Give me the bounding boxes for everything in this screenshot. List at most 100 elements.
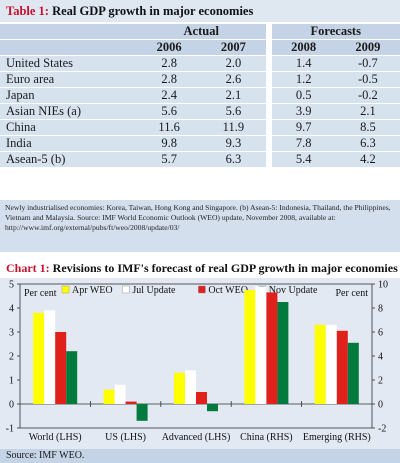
- right-tick-label: 4: [378, 352, 383, 363]
- bar: [174, 372, 185, 404]
- cell-value: 11.9: [201, 119, 266, 136]
- cell-value: 7.8: [271, 135, 336, 152]
- cell-value: 4.2: [335, 151, 400, 168]
- year-header: 2007: [201, 39, 266, 56]
- chart-source: Source: IMF WEO.: [0, 449, 400, 463]
- bar: [55, 332, 67, 404]
- right-tick-label: -2: [378, 424, 386, 435]
- left-tick-label: 3: [9, 328, 14, 339]
- row-label: Japan: [0, 87, 137, 104]
- chart-area: 5 4 3 2 1 0 -1 10 8 6 4 2 0 -2 Per cent Per cent Apr WEO…: [0, 278, 400, 453]
- bar: [125, 401, 137, 404]
- table-note: Newly industrialised economies: Korea, T…: [0, 200, 400, 252]
- right-tick-label: 8: [378, 304, 383, 315]
- right-axis-label: Per cent: [336, 288, 369, 299]
- bar: [103, 389, 115, 404]
- cell-value: 2.0: [201, 55, 266, 72]
- legend-label: Jul Update: [132, 285, 176, 296]
- left-tick-label: 4: [9, 304, 14, 315]
- bar: [325, 324, 337, 404]
- chart-title-text: Revisions to IMF's forecast of real GDP …: [52, 261, 398, 275]
- cell-value: 9.3: [201, 135, 266, 152]
- bar: [136, 404, 148, 421]
- right-tick-label: 0: [378, 400, 383, 411]
- cell-value: -0.7: [335, 55, 400, 72]
- group-actual-header: Actual: [137, 24, 266, 40]
- cell-value: 2.6: [201, 71, 266, 88]
- cell-value: -0.2: [335, 87, 400, 104]
- cell-value: 2.8: [137, 71, 202, 88]
- cell-value: 5.6: [137, 103, 202, 120]
- left-tick-label: 2: [9, 352, 14, 363]
- bar: [66, 351, 78, 404]
- group-forecasts-header: Forecasts: [271, 24, 400, 40]
- bar: [347, 342, 359, 404]
- legend-swatch: [198, 285, 206, 294]
- bar: [255, 286, 267, 404]
- year-header: 2009: [335, 39, 400, 56]
- legend-label: Oct WEO: [208, 285, 248, 296]
- cell-value: 9.7: [271, 119, 336, 136]
- category-label: China (RHS): [240, 432, 293, 443]
- bar: [336, 330, 348, 404]
- bar: [244, 290, 256, 404]
- cell-value: 5.4: [271, 151, 336, 168]
- cell-value: 9.8: [137, 135, 202, 152]
- row-label: United States: [0, 55, 137, 72]
- category-label: Emerging (RHS): [303, 432, 371, 443]
- cell-value: 5.7: [137, 151, 202, 168]
- legend-label: Apr WEO: [72, 285, 113, 296]
- row-label: Asian NIEs (a): [0, 103, 137, 120]
- table-tag: Table 1:: [6, 4, 49, 18]
- legend-swatch: [122, 285, 130, 294]
- table-row: Japan 2.4 2.1 0.5 -0.2: [0, 87, 400, 104]
- year-header: 2008: [271, 39, 336, 56]
- bar: [277, 302, 289, 404]
- cell-value: 6.3: [201, 151, 266, 168]
- cell-value: 8.5: [335, 119, 400, 136]
- chart-title: Chart 1: Revisions to IMF's forecast of …: [0, 258, 400, 278]
- bar: [314, 324, 326, 404]
- cell-value: 2.8: [137, 55, 202, 72]
- left-tick-label: 5: [9, 280, 14, 291]
- category-label: Advanced (LHS): [162, 432, 231, 443]
- table-row: Euro area 2.8 2.6 1.2 -0.5: [0, 71, 400, 88]
- bar: [196, 392, 207, 404]
- bar: [207, 404, 218, 412]
- gdp-table: Actual Forecasts 2006 2007 2008 2009 Uni…: [0, 24, 400, 168]
- cell-value: 2.4: [137, 87, 202, 104]
- row-label: India: [0, 135, 137, 152]
- category-label: US (LHS): [105, 432, 146, 443]
- table-row: Asian NIEs (a) 5.6 5.6 3.9 2.1: [0, 103, 400, 120]
- right-tick-label: 6: [378, 328, 383, 339]
- table-row: Asean-5 (b) 5.7 6.3 5.4 4.2: [0, 151, 400, 168]
- chart-tag: Chart 1:: [6, 261, 50, 275]
- row-label: Asean-5 (b): [0, 151, 137, 168]
- row-label: China: [0, 119, 137, 136]
- cell-value: 2.1: [201, 87, 266, 104]
- left-tick-label: -1: [6, 424, 14, 435]
- bar: [185, 370, 196, 404]
- cell-value: 2.1: [335, 103, 400, 120]
- right-tick-label: 2: [378, 376, 383, 387]
- year-header: 2006: [137, 39, 202, 56]
- cell-value: 5.6: [201, 103, 266, 120]
- right-tick-label: 10: [378, 280, 388, 291]
- left-tick-label: 0: [9, 400, 14, 411]
- table-title: Table 1: Real GDP growth in major econom…: [0, 0, 400, 22]
- cell-value: 3.9: [271, 103, 336, 120]
- table-row: India 9.8 9.3 7.8 6.3: [0, 135, 400, 152]
- category-label: World (LHS): [29, 432, 82, 443]
- table-row: United States 2.8 2.0 1.4 -0.7: [0, 55, 400, 72]
- cell-value: 0.5: [271, 87, 336, 104]
- legend-swatch: [61, 285, 70, 294]
- left-tick-label: 1: [9, 376, 14, 387]
- cell-value: -0.5: [335, 71, 400, 88]
- legend-label: Nov Update: [269, 285, 318, 296]
- table-row: China 11.6 11.9 9.7 8.5: [0, 119, 400, 136]
- cell-value: 1.4: [271, 55, 336, 72]
- cell-value: 6.3: [335, 135, 400, 152]
- bar: [33, 312, 45, 404]
- bar: [114, 384, 126, 404]
